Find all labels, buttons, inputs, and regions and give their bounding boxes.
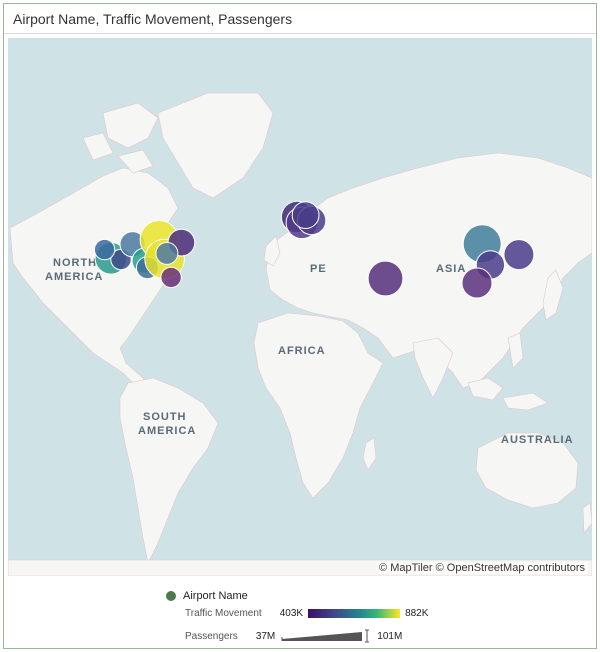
- label-south-america-2: AMERICA: [138, 425, 196, 437]
- legend-passengers-min: 37M: [255, 630, 276, 642]
- airport-bubble[interactable]: [291, 201, 320, 230]
- legend-series-marker: [166, 591, 176, 601]
- land-africa: [253, 312, 384, 499]
- label-australia: AUSTRALIA: [501, 434, 574, 446]
- land-australia: [475, 432, 579, 509]
- land-india: [412, 337, 454, 399]
- legend-series-row[interactable]: Airport Name: [166, 590, 248, 602]
- label-asia: ASIA: [436, 263, 466, 275]
- land-north-america: [9, 167, 179, 389]
- land-south-america: [119, 377, 219, 564]
- legend-traffic-label: Traffic Movement: [185, 608, 262, 619]
- legend-color-gradient: [308, 609, 401, 618]
- legend-traffic-row: Traffic Movement 403K 882K: [185, 608, 428, 619]
- legend-traffic-max: 882K: [405, 608, 429, 619]
- legend-series-label: Airport Name: [183, 590, 248, 602]
- legend-size-ramp: [281, 629, 370, 643]
- map-canvas[interactable]: NORTH AMERICA PE ASIA AFRICA SOUTH AMERI…: [8, 38, 592, 576]
- map-label-layer: NORTH AMERICA PE ASIA AFRICA SOUTH AMERI…: [45, 257, 574, 446]
- airport-bubble[interactable]: [367, 260, 404, 297]
- land-se-asia-islands: [467, 332, 549, 411]
- land-layer: [8, 92, 592, 576]
- legend-passengers-max: 101M: [377, 630, 403, 642]
- label-europe: PE: [310, 263, 327, 275]
- land-uk: [263, 235, 281, 267]
- label-north-america-2: AMERICA: [45, 271, 103, 283]
- airport-bubble[interactable]: [503, 239, 535, 271]
- land-japan: [542, 269, 564, 321]
- label-north-america-1: NORTH: [53, 257, 97, 269]
- map-attribution[interactable]: © MapTiler © OpenStreetMap contributors: [376, 562, 588, 574]
- visualization-frame: Airport Name, Traffic Movement, Passenge…: [3, 3, 597, 649]
- airport-bubble[interactable]: [155, 241, 179, 265]
- label-africa: AFRICA: [278, 345, 326, 357]
- land-new-zealand: [582, 502, 592, 534]
- label-south-america-1: SOUTH: [143, 411, 187, 423]
- land-madagascar: [362, 437, 377, 471]
- airport-bubble-layer[interactable]: [93, 200, 535, 299]
- airport-bubble[interactable]: [461, 267, 493, 299]
- airport-bubble[interactable]: [93, 238, 116, 261]
- legend: Airport Name Traffic Movement 403K 882K …: [4, 578, 596, 648]
- world-map[interactable]: NORTH AMERICA PE ASIA AFRICA SOUTH AMERI…: [8, 38, 592, 576]
- land-arctic-islands: [82, 102, 159, 174]
- title-bar: Airport Name, Traffic Movement, Passenge…: [4, 4, 596, 34]
- airport-bubble[interactable]: [160, 266, 182, 289]
- chart-title: Airport Name, Traffic Movement, Passenge…: [13, 11, 293, 27]
- legend-passengers-row: Passengers 37M 101M: [185, 629, 402, 643]
- legend-passengers-label: Passengers: [185, 630, 238, 642]
- land-greenland: [157, 92, 274, 199]
- legend-traffic-min: 403K: [279, 608, 304, 619]
